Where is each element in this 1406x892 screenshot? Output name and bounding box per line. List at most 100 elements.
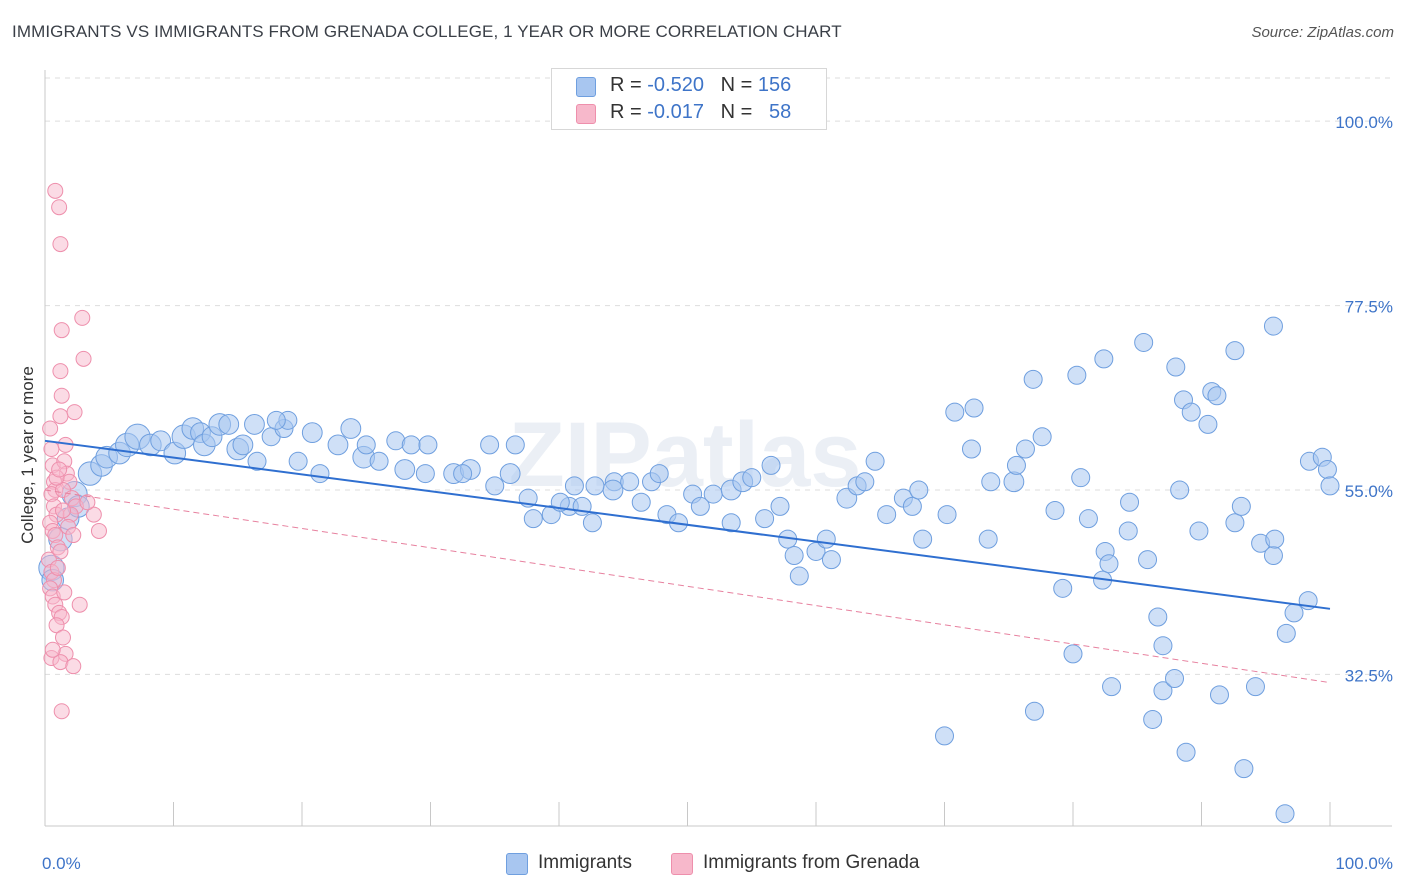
immigrants-point — [369, 451, 389, 471]
immigrants-point — [770, 496, 790, 516]
immigrants-point — [602, 479, 624, 501]
immigrants-points — [38, 316, 1340, 824]
grenada-point — [65, 658, 82, 675]
immigrants-point — [721, 513, 741, 533]
immigrants-point — [1023, 369, 1043, 389]
immigrants-point — [1143, 709, 1163, 729]
immigrants-point — [564, 476, 584, 496]
legend-swatch-pink — [576, 104, 596, 124]
immigrants-point — [394, 459, 416, 480]
immigrants-point — [1138, 550, 1158, 570]
immigrants-point — [1071, 468, 1091, 488]
grenada-point — [43, 441, 60, 457]
immigrants-point — [1032, 427, 1052, 447]
y-tick-label: 55.0% — [1345, 482, 1393, 501]
immigrants-point — [1078, 509, 1098, 529]
immigrants-point — [218, 414, 240, 435]
immigrants-point — [1166, 357, 1186, 377]
immigrants-point — [453, 464, 473, 484]
immigrants-point — [902, 496, 922, 516]
legend-r-label: R = — [610, 74, 642, 96]
grenada-point — [65, 527, 82, 544]
immigrants-point — [582, 513, 602, 533]
immigrants-point — [150, 430, 172, 452]
grenada-point — [79, 494, 96, 511]
immigrants-point — [1148, 607, 1168, 627]
grenada-point — [42, 420, 59, 437]
immigrants-point — [964, 398, 984, 418]
tick-labels: 32.5% 55.0% 77.5% 100.0% 0.0% 100.0% — [42, 113, 1393, 873]
immigrants-point — [1024, 701, 1044, 721]
immigrants-point — [1003, 471, 1025, 493]
immigrants-point — [232, 434, 254, 456]
immigrants-point — [499, 463, 521, 484]
grenada-point — [90, 522, 107, 539]
legend-n-label: N = — [720, 74, 753, 96]
immigrants-point — [1067, 365, 1087, 385]
grenada-point — [53, 703, 70, 720]
immigrants-point — [755, 509, 775, 529]
immigrants-point — [855, 472, 875, 492]
y-axis-label: College, 1 year or more — [18, 366, 37, 544]
grenada-point — [49, 559, 66, 576]
immigrants-point — [266, 410, 286, 430]
legend-swatch-blue — [576, 77, 596, 97]
grenada-point — [44, 641, 61, 658]
immigrants-point — [244, 414, 265, 435]
grenada-point — [54, 502, 71, 519]
legend-n-value: 58 — [769, 101, 792, 123]
legend-n-value: 156 — [757, 74, 792, 96]
immigrants-point — [1094, 349, 1114, 369]
grenada-point — [51, 461, 68, 478]
immigrants-point — [1225, 513, 1245, 533]
immigrants-point — [1063, 644, 1083, 664]
immigrants-point — [865, 451, 885, 471]
immigrants-point — [761, 455, 781, 475]
immigrants-point — [288, 451, 308, 471]
immigrants-point — [937, 505, 957, 525]
grenada-point — [48, 617, 65, 634]
grenada-point — [52, 363, 69, 380]
immigrants-point — [1153, 681, 1173, 701]
immigrants-point — [301, 422, 323, 444]
y-tick-label: 32.5% — [1345, 666, 1393, 685]
grenada-point — [52, 408, 69, 425]
grenada-point — [54, 629, 71, 646]
grenada-point — [47, 182, 64, 199]
grenada-point — [52, 236, 69, 253]
x-tick-label: 100.0% — [1335, 854, 1393, 873]
legend-r-value: -0.017 — [647, 101, 704, 123]
immigrants-point — [961, 439, 981, 459]
grenada-point — [53, 387, 70, 404]
grenada-trend-line — [44, 489, 1331, 684]
immigrants-point — [690, 496, 710, 516]
immigrants-point — [981, 472, 1001, 492]
immigrants-point — [1176, 742, 1196, 762]
immigrants-point — [913, 529, 933, 549]
grenada-point — [52, 543, 69, 560]
immigrants-point — [620, 472, 640, 492]
immigrants-point — [247, 451, 267, 471]
immigrants-point — [816, 529, 836, 549]
immigrants-point — [1284, 603, 1304, 623]
immigrants-point — [1153, 636, 1173, 656]
immigrants-point — [1234, 759, 1254, 779]
immigrants-point — [1276, 623, 1296, 643]
immigrants-point — [1265, 529, 1285, 549]
bottom-legend-swatch-pink — [671, 853, 693, 875]
immigrants-point — [1320, 476, 1340, 496]
immigrants-point — [631, 492, 651, 512]
immigrants-point — [1263, 546, 1283, 566]
grenada-point — [66, 404, 83, 421]
immigrants-point — [1198, 414, 1218, 434]
legend-r-label: R = — [610, 101, 642, 123]
immigrants-point — [1181, 402, 1201, 422]
immigrants-point — [1102, 677, 1122, 697]
immigrants-point — [877, 505, 897, 525]
legend-r-value: -0.520 — [647, 74, 704, 96]
immigrants-point — [1207, 386, 1227, 406]
immigrants-point — [401, 435, 421, 455]
immigrants-point — [1275, 804, 1295, 824]
x-tick-label: 0.0% — [42, 854, 81, 873]
